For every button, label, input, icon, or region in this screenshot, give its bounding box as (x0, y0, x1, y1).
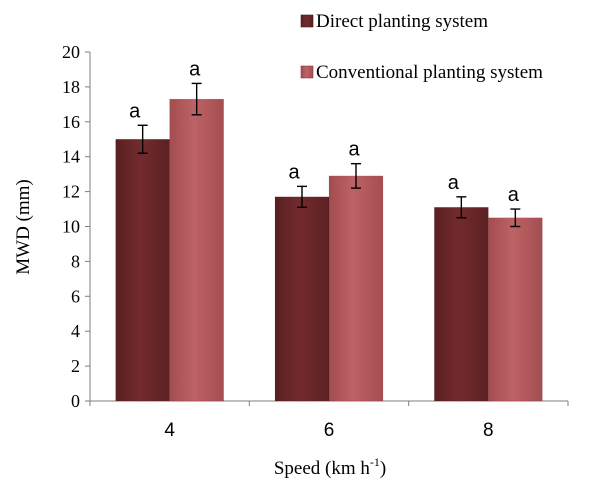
significance-letter: a (129, 100, 141, 122)
error-bars (137, 82, 521, 228)
y-tick-label: 4 (71, 321, 80, 341)
y-tick-label: 2 (71, 356, 80, 376)
bar (488, 217, 543, 402)
bars (115, 98, 543, 402)
significance-letter: a (448, 172, 460, 194)
legend-label-direct: Direct planting system (316, 11, 488, 32)
bar (169, 98, 224, 402)
y-tick-label: 20 (62, 42, 80, 62)
legend: Direct planting system Conventional plan… (300, 11, 543, 83)
bar (115, 138, 170, 402)
y-axis-label: MWD (mm) (13, 179, 34, 275)
y-tick-label: 16 (62, 112, 80, 132)
y-tick-label: 18 (62, 77, 80, 97)
legend-swatch-direct (300, 14, 314, 28)
significance-letter: a (348, 139, 360, 161)
significance-letters: a a a a a a (129, 58, 520, 206)
bar (328, 175, 384, 402)
y-ticks: 0 2 4 6 8 10 12 14 16 18 20 (62, 42, 90, 411)
x-tick-label: 6 (324, 420, 335, 441)
legend-item-conventional: Conventional planting system (300, 62, 543, 83)
legend-swatch-conventional (300, 65, 314, 79)
x-axis-label-main: Speed (km h (274, 458, 371, 479)
x-axis-label: Speed (km h-1) (274, 455, 386, 479)
x-axis-label-close: ) (380, 458, 386, 479)
y-tick-label: 12 (62, 182, 80, 202)
y-tick-label: 8 (71, 251, 80, 271)
x-tick-label: 8 (483, 420, 494, 441)
legend-item-direct: Direct planting system (300, 11, 488, 32)
significance-letter: a (288, 161, 300, 183)
significance-letter: a (189, 58, 201, 80)
y-tick-label: 6 (71, 286, 80, 306)
bar (274, 196, 330, 402)
y-tick-label: 0 (71, 391, 80, 411)
legend-label-conventional: Conventional planting system (316, 62, 543, 83)
x-axis-label-superscript: -1 (370, 455, 380, 469)
y-tick-label: 14 (62, 147, 80, 167)
significance-letter: a (508, 184, 520, 206)
y-tick-label: 10 (62, 217, 80, 237)
x-tick-label: 4 (164, 420, 175, 441)
bar (434, 207, 489, 402)
x-ticks: 4 6 8 (89, 401, 569, 441)
